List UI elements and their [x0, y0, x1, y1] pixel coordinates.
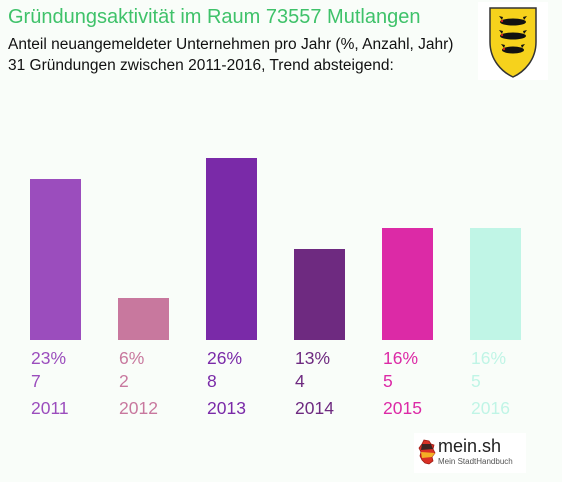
year-label-2011: 2011	[31, 398, 69, 418]
year-label-2014: 2014	[295, 398, 334, 418]
year-label-2013: 2013	[207, 398, 246, 418]
bar-2014	[294, 249, 345, 340]
logo-name: mein.sh	[438, 436, 502, 456]
count-label-2012: 2	[119, 371, 129, 391]
chart-title: Gründungsaktivität im Raum 73557 Mutlang…	[8, 6, 421, 28]
bar-2015	[382, 228, 433, 340]
percent-label-2013: 26%	[207, 348, 242, 368]
year-label-2015: 2015	[383, 398, 422, 418]
year-label-2012: 2012	[119, 398, 158, 418]
percent-label-2012: 6%	[119, 348, 144, 368]
bar-2016	[470, 228, 521, 340]
bar-2013	[206, 158, 257, 340]
count-label-2014: 4	[295, 371, 305, 391]
count-label-2015: 5	[383, 371, 393, 391]
coat-of-arms-icon	[478, 2, 548, 80]
mein-sh-logo[interactable]: mein.sh Mein StadtHandbuch	[414, 433, 526, 473]
count-label-2013: 8	[207, 371, 217, 391]
bar-2012	[118, 298, 169, 340]
germany-map-icon	[418, 439, 436, 470]
chart-subtitle-line-1: Anteil neuangemeldeter Unternehmen pro J…	[8, 36, 454, 53]
percent-label-2015: 16%	[383, 348, 418, 368]
count-label-2016: 5	[471, 371, 481, 391]
logo-tagline: Mein StadtHandbuch	[438, 457, 513, 466]
chart-subtitle-line-2: 31 Gründungen zwischen 2011-2016, Trend …	[8, 57, 394, 74]
percent-label-2016: 16%	[471, 348, 506, 368]
year-label-2016: 2016	[471, 398, 510, 418]
bar-2011	[30, 179, 81, 340]
count-label-2011: 7	[31, 371, 41, 391]
percent-label-2011: 23%	[31, 348, 66, 368]
percent-label-2014: 13%	[295, 348, 330, 368]
